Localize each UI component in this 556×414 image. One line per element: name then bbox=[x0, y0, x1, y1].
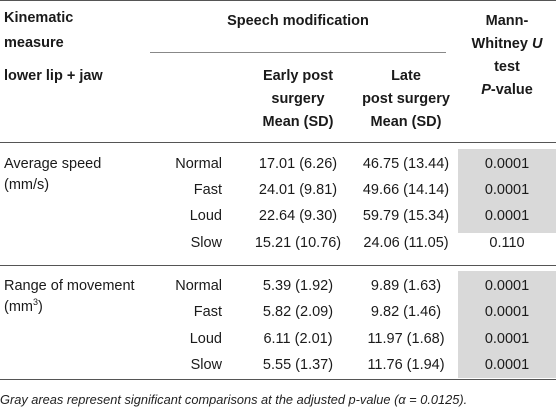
condition-cell: Fast bbox=[193, 304, 222, 320]
header-mw-whitney: Whitney bbox=[471, 36, 532, 52]
p-value-cell: 0.0001 bbox=[484, 156, 530, 172]
header-mw-line4: P-value bbox=[458, 80, 556, 100]
top-rule bbox=[0, 0, 556, 1]
p-value-cell: 0.110 bbox=[489, 235, 525, 251]
condition-cell: Normal bbox=[175, 156, 222, 172]
speech-modification-underline bbox=[150, 52, 446, 53]
header-mw-line2: Whitney U bbox=[458, 34, 556, 54]
p-value-cell: 0.0001 bbox=[484, 331, 530, 347]
early-cell: 5.39 (1.92) bbox=[262, 278, 334, 294]
header-mw-line1: Mann- bbox=[485, 13, 529, 29]
late-cell: 49.66 (14.14) bbox=[362, 182, 450, 198]
late-cell: 9.89 (1.63) bbox=[370, 278, 442, 294]
condition-cell: Slow bbox=[190, 357, 222, 373]
header-mw-p: P bbox=[481, 82, 491, 98]
condition-cell: Fast bbox=[193, 182, 222, 198]
early-cell: 22.64 (9.30) bbox=[258, 208, 338, 224]
p-value-cell: 0.0001 bbox=[484, 304, 530, 320]
late-cell: 46.75 (13.44) bbox=[362, 156, 450, 172]
early-cell: 24.01 (9.81) bbox=[258, 182, 338, 198]
late-cell: 11.76 (1.94) bbox=[367, 357, 445, 373]
p-value-cell: 0.0001 bbox=[484, 182, 530, 198]
early-cell: 5.82 (2.09) bbox=[262, 304, 334, 320]
header-speech-modification: Speech modification bbox=[227, 13, 369, 29]
late-cell: 9.82 (1.46) bbox=[370, 304, 442, 320]
header-late-line1: Late bbox=[391, 68, 421, 84]
late-cell: 24.06 (11.05) bbox=[363, 235, 449, 251]
header-lower-lip-jaw: lower lip + jaw bbox=[4, 68, 103, 84]
early-cell: 17.01 (6.26) bbox=[258, 156, 338, 172]
header-early-line2: surgery bbox=[271, 91, 325, 107]
header-bottom-rule bbox=[0, 142, 556, 143]
p-value-cell: 0.0001 bbox=[484, 357, 530, 373]
header-mw-u: U bbox=[531, 36, 543, 52]
table-bottom-rule bbox=[0, 379, 556, 380]
condition-cell: Loud bbox=[189, 208, 222, 224]
condition-cell: Normal bbox=[175, 278, 222, 294]
late-cell: 59.79 (15.34) bbox=[362, 208, 450, 224]
late-cell: 11.97 (1.68) bbox=[367, 331, 445, 347]
group-divider-rule bbox=[0, 265, 556, 266]
early-cell: 6.11 (2.01) bbox=[263, 331, 333, 347]
header-kinematic: Kinematic bbox=[4, 10, 74, 26]
measure-average-speed-unit: (mm/s) bbox=[4, 177, 50, 193]
measure-range-of-movement-unit: (mm3) bbox=[4, 297, 43, 315]
early-cell: 5.55 (1.37) bbox=[262, 357, 334, 373]
measure-range-of-movement: Range of movement bbox=[4, 278, 135, 294]
early-cell: 15.21 (10.76) bbox=[254, 235, 342, 251]
p-value-cell: 0.0001 bbox=[484, 278, 530, 294]
header-mw-line3: test bbox=[494, 59, 520, 75]
header-early-line1: Early post bbox=[262, 68, 334, 84]
condition-cell: Slow bbox=[190, 235, 222, 251]
shade-range-of-movement bbox=[458, 271, 556, 378]
p-value-cell: 0.0001 bbox=[484, 208, 530, 224]
header-early-line3: Mean (SD) bbox=[262, 114, 334, 130]
unit-superscript: 3 bbox=[33, 297, 39, 308]
header-late-line3: Mean (SD) bbox=[370, 114, 442, 130]
table-footnote: Gray areas represent significant compari… bbox=[0, 392, 468, 407]
shade-average-speed bbox=[458, 149, 556, 233]
header-late-line2: post surgery bbox=[362, 91, 450, 107]
header-mw-value: -value bbox=[490, 82, 533, 98]
measure-average-speed: Average speed bbox=[4, 156, 102, 172]
header-measure: measure bbox=[4, 35, 64, 51]
condition-cell: Loud bbox=[189, 331, 222, 347]
